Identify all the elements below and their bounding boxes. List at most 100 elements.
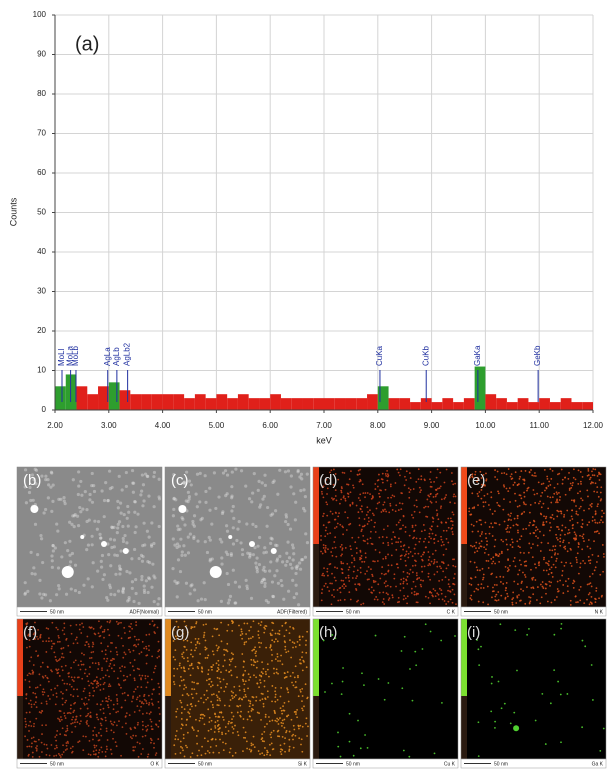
map-dot bbox=[349, 523, 351, 525]
map-dot bbox=[341, 553, 343, 555]
map-dot bbox=[41, 561, 44, 564]
map-dot bbox=[286, 730, 288, 732]
map-dot bbox=[72, 695, 74, 697]
map-dot bbox=[267, 690, 269, 692]
map-dot bbox=[231, 674, 233, 676]
map-dot bbox=[524, 565, 526, 567]
map-dot bbox=[578, 589, 580, 591]
map-dot bbox=[25, 721, 27, 723]
map-dot bbox=[207, 654, 209, 656]
map-dot bbox=[417, 578, 419, 580]
map-dot bbox=[557, 539, 559, 541]
map-dot bbox=[280, 584, 283, 587]
map-dot bbox=[140, 679, 142, 681]
map-dot bbox=[289, 731, 291, 733]
map-dot bbox=[210, 701, 212, 703]
map-dot bbox=[146, 729, 148, 731]
map-dot bbox=[549, 468, 551, 470]
map-dot bbox=[40, 537, 43, 540]
map-dot bbox=[203, 581, 206, 584]
map-dot bbox=[108, 696, 110, 698]
panel-label: (b) bbox=[23, 472, 41, 489]
map-dot bbox=[184, 684, 186, 686]
map-dot bbox=[346, 483, 348, 485]
map-dot bbox=[504, 598, 506, 600]
map-dot bbox=[55, 593, 58, 596]
map-dot bbox=[567, 590, 569, 592]
map-dot bbox=[380, 511, 382, 513]
map-dot bbox=[406, 602, 408, 604]
map-dot bbox=[391, 538, 393, 540]
map-dot bbox=[597, 475, 599, 477]
map-dot bbox=[26, 746, 28, 748]
map-dot bbox=[252, 636, 254, 638]
map-dot bbox=[134, 578, 137, 581]
map-dot bbox=[300, 473, 303, 476]
map-dot bbox=[447, 542, 449, 544]
map-dot bbox=[591, 664, 593, 666]
map-dot bbox=[142, 725, 144, 727]
map-dot bbox=[587, 546, 589, 548]
map-dot bbox=[339, 524, 341, 526]
map-dot bbox=[68, 672, 70, 674]
map-dot bbox=[88, 699, 90, 701]
map-dot bbox=[84, 672, 86, 674]
map-dot bbox=[404, 636, 406, 638]
map-dot bbox=[595, 482, 597, 484]
map-dot bbox=[551, 602, 553, 604]
map-dot bbox=[84, 644, 86, 646]
map-dot bbox=[407, 595, 409, 597]
bar bbox=[432, 402, 443, 410]
map-dot bbox=[540, 495, 542, 497]
bar bbox=[238, 394, 249, 410]
map-dot bbox=[118, 572, 121, 575]
map-dot bbox=[403, 587, 405, 589]
map-dot bbox=[67, 741, 69, 743]
map-dot bbox=[424, 565, 426, 567]
map-dot bbox=[99, 689, 101, 691]
map-dot bbox=[96, 570, 99, 573]
map-dot bbox=[251, 650, 253, 652]
map-dot bbox=[220, 712, 222, 714]
map-dot bbox=[98, 740, 100, 742]
map-dot bbox=[33, 664, 35, 666]
map-dot bbox=[353, 487, 355, 489]
map-dot bbox=[122, 591, 125, 594]
map-dot bbox=[480, 524, 482, 526]
map-dot bbox=[546, 521, 548, 523]
map-dot bbox=[594, 519, 596, 521]
map-dot bbox=[397, 541, 399, 543]
map-dot bbox=[183, 657, 185, 659]
map-dot bbox=[534, 563, 536, 565]
map-dot bbox=[285, 622, 287, 624]
map-dot bbox=[543, 558, 545, 560]
map-dot bbox=[172, 537, 175, 540]
map-dot bbox=[76, 637, 78, 639]
map-dot bbox=[400, 579, 402, 581]
map-dot bbox=[211, 681, 213, 683]
map-dot bbox=[258, 750, 260, 752]
map-dot bbox=[216, 670, 218, 672]
map-dot bbox=[427, 551, 429, 553]
map-dot bbox=[155, 754, 157, 756]
map-dot bbox=[215, 745, 217, 747]
map-dot bbox=[98, 662, 100, 664]
map-dot bbox=[430, 493, 432, 495]
map-dot bbox=[121, 665, 123, 667]
map-dot bbox=[575, 478, 577, 480]
map-dot bbox=[300, 691, 302, 693]
map-dot bbox=[105, 653, 107, 655]
map-dot bbox=[344, 472, 346, 474]
map-dot bbox=[519, 505, 521, 507]
map-dot bbox=[88, 646, 90, 648]
map-dot bbox=[117, 506, 120, 509]
map-dot bbox=[205, 640, 207, 642]
map-dot bbox=[547, 478, 549, 480]
map-dot bbox=[450, 528, 452, 530]
map-dot bbox=[113, 708, 115, 710]
map-dot bbox=[594, 474, 596, 476]
map-dot bbox=[573, 501, 575, 503]
map-dot bbox=[538, 564, 540, 566]
map-dot bbox=[238, 520, 241, 523]
map-dot bbox=[392, 531, 394, 533]
